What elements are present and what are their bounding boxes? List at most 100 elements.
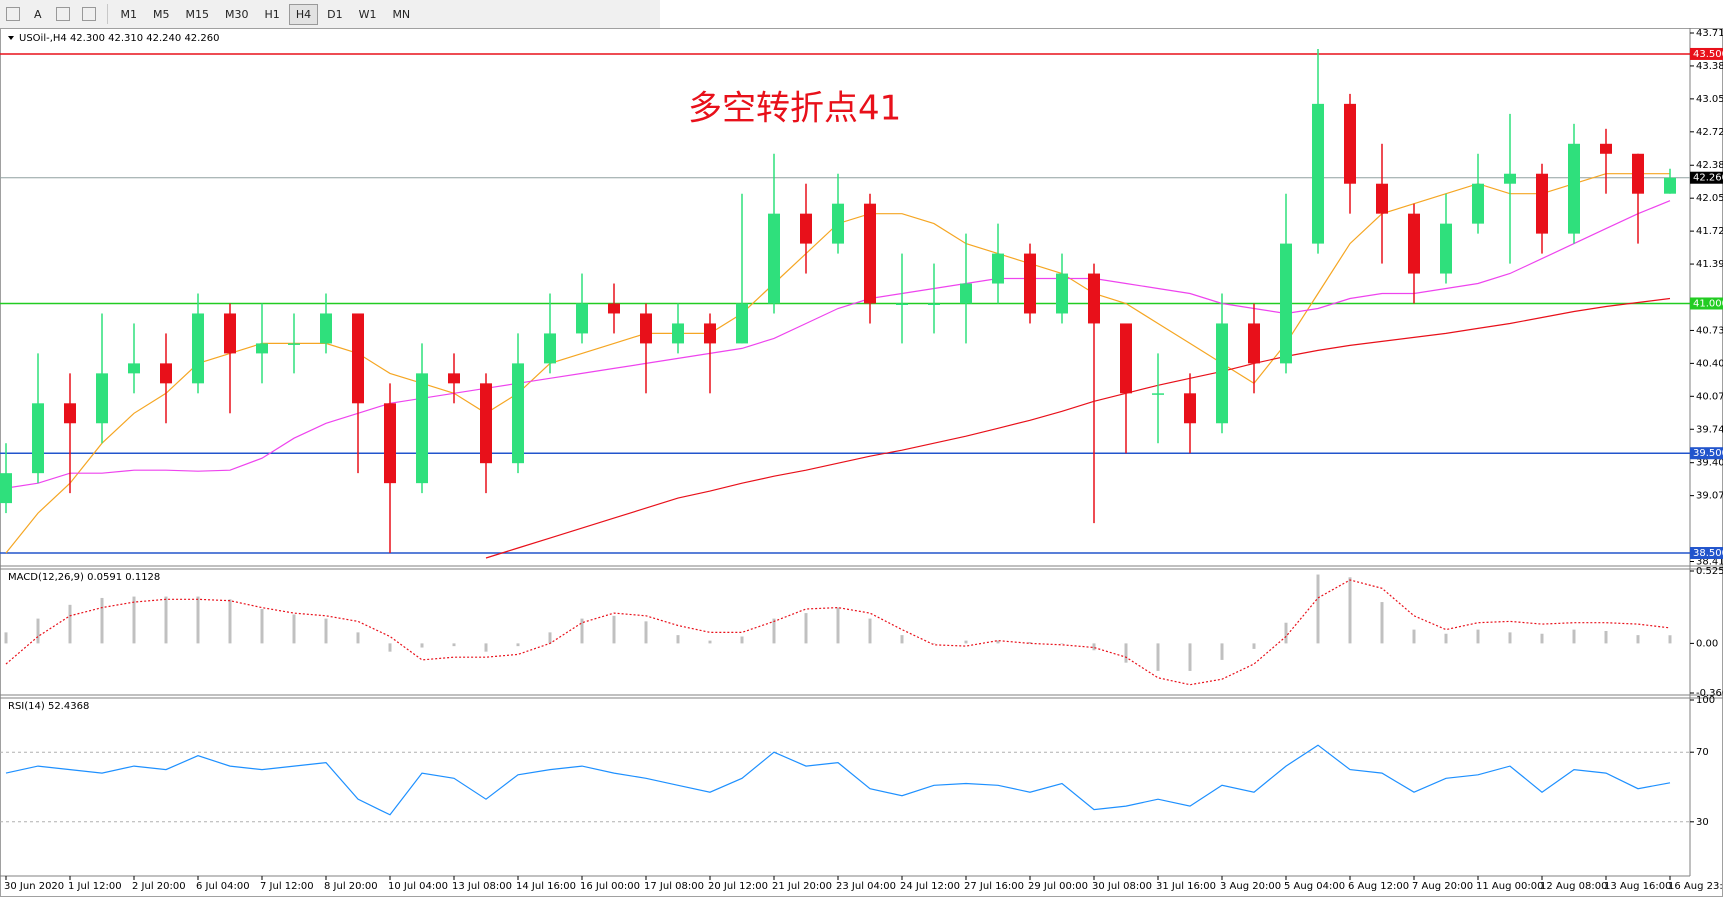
candle-body bbox=[640, 313, 652, 344]
macd-bar bbox=[36, 618, 40, 644]
chart: USOil-,H4 42.300 42.310 42.240 42.260 多空… bbox=[0, 28, 1723, 897]
macd-bar bbox=[868, 618, 872, 644]
level-label-bg bbox=[1690, 47, 1723, 60]
macd-bar bbox=[1668, 635, 1672, 644]
candle-body bbox=[1536, 173, 1548, 234]
timeframe-button[interactable]: W1 bbox=[358, 7, 377, 21]
x-tick-label: 30 Jun 2020 bbox=[4, 881, 64, 892]
candle-body bbox=[1024, 253, 1036, 314]
y-tick-label: 0.5257 bbox=[1696, 566, 1723, 577]
x-tick-label: 13 Aug 16:00 bbox=[1604, 881, 1671, 892]
candle-body bbox=[1408, 213, 1420, 274]
level-label-bg bbox=[1690, 297, 1723, 310]
macd-bar bbox=[772, 618, 776, 644]
candle-body bbox=[1216, 323, 1228, 424]
candle-body bbox=[896, 303, 908, 305]
candle-body bbox=[608, 303, 620, 314]
macd-bar bbox=[1412, 629, 1416, 644]
macd-bar bbox=[388, 643, 392, 652]
macd-bar bbox=[1636, 635, 1640, 644]
candle-body bbox=[1632, 153, 1644, 194]
y-tick-label: 42.720 bbox=[1696, 127, 1723, 138]
current-price-label: 42.260 bbox=[1693, 173, 1723, 184]
candle-body bbox=[1568, 143, 1580, 234]
x-tick-label: 1 Jul 12:00 bbox=[68, 881, 122, 892]
candle-body bbox=[416, 373, 428, 484]
candle-body bbox=[1600, 143, 1612, 154]
x-tick-label: 14 Jul 16:00 bbox=[516, 881, 576, 892]
timeframe-button[interactable]: M1 bbox=[120, 7, 138, 21]
timeframe-button[interactable]: M5 bbox=[153, 7, 170, 21]
y-tick-label: 40.730 bbox=[1696, 325, 1723, 336]
y-tick-label: 70 bbox=[1696, 747, 1709, 758]
arrow-tool-icon[interactable] bbox=[81, 7, 96, 21]
x-tick-label: 17 Jul 08:00 bbox=[644, 881, 704, 892]
candle-body bbox=[352, 313, 364, 404]
macd-bar bbox=[740, 636, 744, 644]
macd-bar bbox=[516, 643, 520, 647]
chart-title: USOil-,H4 42.300 42.310 42.240 42.260 bbox=[19, 33, 219, 44]
candle-body bbox=[544, 333, 556, 364]
candle-body bbox=[192, 313, 204, 384]
candle-body bbox=[1248, 323, 1260, 364]
text-tool-icon[interactable] bbox=[55, 7, 70, 21]
candle-body bbox=[1440, 223, 1452, 274]
candle-body bbox=[1088, 273, 1100, 324]
toolbar-tail bbox=[418, 0, 660, 29]
chart-frame bbox=[0, 28, 1723, 897]
font-button[interactable]: A bbox=[34, 7, 42, 21]
timeframe-button[interactable]: M15 bbox=[185, 7, 210, 21]
macd-bar bbox=[292, 614, 296, 644]
level-label: 39.500 bbox=[1693, 448, 1723, 459]
timeframe-button[interactable]: D1 bbox=[327, 7, 343, 21]
macd-bar bbox=[676, 635, 680, 644]
x-tick-label: 6 Jul 04:00 bbox=[196, 881, 250, 892]
macd-bar bbox=[1572, 629, 1576, 644]
macd-bar bbox=[1316, 574, 1320, 644]
y-tick-label: 43.710 bbox=[1696, 28, 1723, 39]
separator bbox=[106, 4, 108, 24]
y-tick-label: 41.725 bbox=[1696, 226, 1723, 237]
y-tick-label: 38.415 bbox=[1696, 557, 1723, 568]
x-tick-label: 23 Jul 04:00 bbox=[836, 881, 896, 892]
macd-bar bbox=[1476, 629, 1480, 644]
macd-bar bbox=[548, 632, 552, 644]
y-tick-label: 0.00 bbox=[1696, 638, 1718, 649]
menu-triangle[interactable] bbox=[8, 36, 14, 40]
y-tick-label: -0.3603 bbox=[1696, 688, 1723, 699]
candle-body bbox=[224, 313, 236, 354]
timeframe-button[interactable]: MN bbox=[392, 7, 411, 21]
x-tick-label: 7 Jul 12:00 bbox=[260, 881, 314, 892]
timeframe-button[interactable]: H4 bbox=[288, 3, 319, 25]
timeframes: M1 M5 M15 M30 H1 H4 D1 W1 MN bbox=[113, 3, 419, 25]
macd-bar bbox=[164, 596, 168, 644]
y-tick-label: 42.055 bbox=[1696, 193, 1723, 204]
x-tick-label: 21 Jul 20:00 bbox=[772, 881, 832, 892]
x-tick-label: 8 Jul 20:00 bbox=[324, 881, 378, 892]
macd-bar bbox=[132, 596, 136, 644]
x-tick-label: 12 Aug 08:00 bbox=[1540, 881, 1607, 892]
x-tick-label: 24 Jul 12:00 bbox=[900, 881, 960, 892]
candle-body bbox=[800, 213, 812, 244]
macd-bar bbox=[1348, 577, 1352, 644]
x-tick-label: 16 Aug 23:00 bbox=[1668, 881, 1723, 892]
y-tick-label: 43.050 bbox=[1696, 94, 1723, 105]
timeframe-button[interactable]: M30 bbox=[225, 7, 249, 21]
macd-signal bbox=[5, 579, 1671, 686]
macd-bar bbox=[1252, 643, 1256, 649]
macd-bar bbox=[324, 618, 328, 644]
timeframe-button[interactable]: H1 bbox=[264, 7, 280, 21]
candle-body bbox=[1184, 393, 1196, 424]
rsi-line bbox=[5, 744, 1671, 816]
candle-body bbox=[832, 203, 844, 244]
y-tick-label: 41.395 bbox=[1696, 259, 1723, 270]
candle-body bbox=[0, 473, 12, 504]
candle-body bbox=[768, 213, 780, 304]
macd-bar bbox=[420, 643, 424, 648]
x-tick-label: 13 Jul 08:00 bbox=[452, 881, 512, 892]
candle-body bbox=[480, 383, 492, 464]
level-label-bg bbox=[1690, 547, 1723, 560]
macd-bar bbox=[484, 643, 488, 652]
candle-body bbox=[64, 403, 76, 424]
toolbar-icon[interactable] bbox=[6, 7, 20, 21]
